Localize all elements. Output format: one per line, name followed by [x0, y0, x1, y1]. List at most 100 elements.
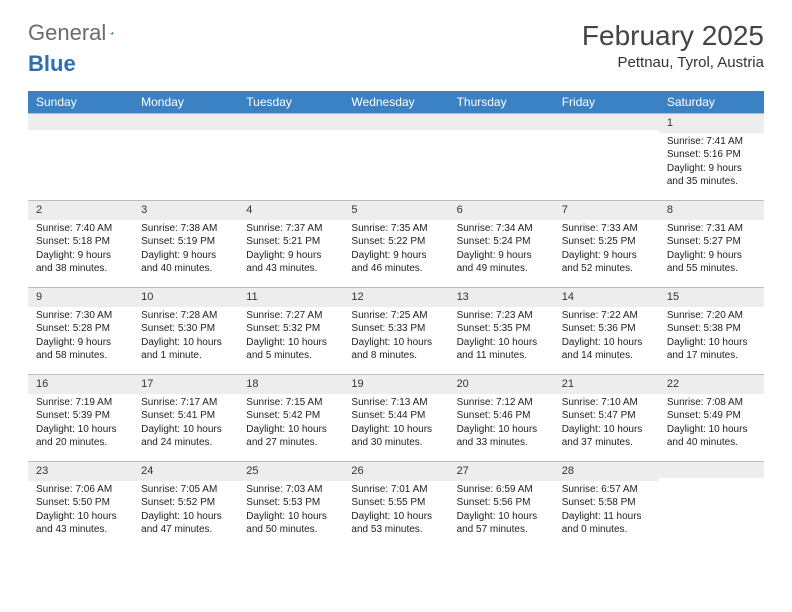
day-number: 18 [238, 375, 343, 394]
sunset-text: Sunset: 5:49 PM [667, 409, 756, 423]
sunset-text: Sunset: 5:32 PM [246, 322, 335, 336]
sunrise-text: Sunrise: 7:25 AM [351, 309, 440, 323]
location-text: Pettnau, Tyrol, Austria [582, 54, 764, 71]
day-header-mon: Monday [133, 91, 238, 113]
day-cell [449, 114, 554, 200]
sunrise-text: Sunrise: 7:27 AM [246, 309, 335, 323]
sunrise-text: Sunrise: 7:35 AM [351, 222, 440, 236]
sunset-text: Sunset: 5:21 PM [246, 235, 335, 249]
brand-logo: General [28, 20, 132, 46]
day-details: Sunrise: 7:20 AMSunset: 5:38 PMDaylight:… [659, 307, 764, 369]
sunset-text: Sunset: 5:39 PM [36, 409, 125, 423]
day-details: Sunrise: 7:30 AMSunset: 5:28 PMDaylight:… [28, 307, 133, 369]
day-number: 5 [343, 201, 448, 220]
day-number: 12 [343, 288, 448, 307]
daylight-text: Daylight: 9 hours and 55 minutes. [667, 249, 756, 276]
calendar-body: 1Sunrise: 7:41 AMSunset: 5:16 PMDaylight… [28, 113, 764, 548]
daylight-text: Daylight: 9 hours and 52 minutes. [562, 249, 651, 276]
day-number [28, 114, 133, 130]
daylight-text: Daylight: 10 hours and 30 minutes. [351, 423, 440, 450]
daylight-text: Daylight: 10 hours and 14 minutes. [562, 336, 651, 363]
day-number: 8 [659, 201, 764, 220]
day-number: 7 [554, 201, 659, 220]
sunrise-text: Sunrise: 7:22 AM [562, 309, 651, 323]
day-details: Sunrise: 7:34 AMSunset: 5:24 PMDaylight:… [449, 220, 554, 282]
sunrise-text: Sunrise: 7:20 AM [667, 309, 756, 323]
daylight-text: Daylight: 10 hours and 47 minutes. [141, 510, 230, 537]
day-details: Sunrise: 7:01 AMSunset: 5:55 PMDaylight:… [343, 481, 448, 543]
daylight-text: Daylight: 11 hours and 0 minutes. [562, 510, 651, 537]
sunrise-text: Sunrise: 7:34 AM [457, 222, 546, 236]
day-cell: 11Sunrise: 7:27 AMSunset: 5:32 PMDayligh… [238, 288, 343, 374]
day-details: Sunrise: 7:23 AMSunset: 5:35 PMDaylight:… [449, 307, 554, 369]
day-details: Sunrise: 7:22 AMSunset: 5:36 PMDaylight:… [554, 307, 659, 369]
sunrise-text: Sunrise: 7:30 AM [36, 309, 125, 323]
day-number: 6 [449, 201, 554, 220]
brand-triangle-icon [110, 25, 113, 41]
calendar-week: 1Sunrise: 7:41 AMSunset: 5:16 PMDaylight… [28, 113, 764, 200]
day-cell [28, 114, 133, 200]
daylight-text: Daylight: 10 hours and 1 minute. [141, 336, 230, 363]
calendar-week: 9Sunrise: 7:30 AMSunset: 5:28 PMDaylight… [28, 287, 764, 374]
day-cell: 14Sunrise: 7:22 AMSunset: 5:36 PMDayligh… [554, 288, 659, 374]
brand-part1: General [28, 20, 106, 46]
day-details: Sunrise: 7:41 AMSunset: 5:16 PMDaylight:… [659, 133, 764, 195]
sunrise-text: Sunrise: 7:19 AM [36, 396, 125, 410]
sunrise-text: Sunrise: 6:59 AM [457, 483, 546, 497]
day-number: 14 [554, 288, 659, 307]
day-number: 4 [238, 201, 343, 220]
calendar-week: 16Sunrise: 7:19 AMSunset: 5:39 PMDayligh… [28, 374, 764, 461]
sunrise-text: Sunrise: 7:12 AM [457, 396, 546, 410]
day-header-sun: Sunday [28, 91, 133, 113]
day-number: 28 [554, 462, 659, 481]
sunset-text: Sunset: 5:28 PM [36, 322, 125, 336]
sunrise-text: Sunrise: 7:01 AM [351, 483, 440, 497]
day-cell [343, 114, 448, 200]
day-number [133, 114, 238, 130]
day-details: Sunrise: 6:59 AMSunset: 5:56 PMDaylight:… [449, 481, 554, 543]
day-cell: 22Sunrise: 7:08 AMSunset: 5:49 PMDayligh… [659, 375, 764, 461]
daylight-text: Daylight: 10 hours and 17 minutes. [667, 336, 756, 363]
day-number: 13 [449, 288, 554, 307]
day-number [449, 114, 554, 130]
day-cell: 12Sunrise: 7:25 AMSunset: 5:33 PMDayligh… [343, 288, 448, 374]
sunrise-text: Sunrise: 7:40 AM [36, 222, 125, 236]
daylight-text: Daylight: 10 hours and 40 minutes. [667, 423, 756, 450]
sunset-text: Sunset: 5:53 PM [246, 496, 335, 510]
day-details: Sunrise: 7:28 AMSunset: 5:30 PMDaylight:… [133, 307, 238, 369]
sunset-text: Sunset: 5:33 PM [351, 322, 440, 336]
day-details: Sunrise: 7:15 AMSunset: 5:42 PMDaylight:… [238, 394, 343, 456]
day-cell: 5Sunrise: 7:35 AMSunset: 5:22 PMDaylight… [343, 201, 448, 287]
day-cell: 20Sunrise: 7:12 AMSunset: 5:46 PMDayligh… [449, 375, 554, 461]
day-number: 25 [238, 462, 343, 481]
sunrise-text: Sunrise: 7:05 AM [141, 483, 230, 497]
day-cell [238, 114, 343, 200]
sunset-text: Sunset: 5:41 PM [141, 409, 230, 423]
day-cell: 28Sunrise: 6:57 AMSunset: 5:58 PMDayligh… [554, 462, 659, 548]
day-details: Sunrise: 7:38 AMSunset: 5:19 PMDaylight:… [133, 220, 238, 282]
sunrise-text: Sunrise: 7:15 AM [246, 396, 335, 410]
daylight-text: Daylight: 9 hours and 38 minutes. [36, 249, 125, 276]
sunset-text: Sunset: 5:18 PM [36, 235, 125, 249]
daylight-text: Daylight: 9 hours and 43 minutes. [246, 249, 335, 276]
daylight-text: Daylight: 9 hours and 40 minutes. [141, 249, 230, 276]
day-header-fri: Friday [554, 91, 659, 113]
sunrise-text: Sunrise: 7:33 AM [562, 222, 651, 236]
day-details: Sunrise: 6:57 AMSunset: 5:58 PMDaylight:… [554, 481, 659, 543]
day-cell: 16 Sunrise: 7:19 AMSunset: 5:39 PMDayligh… [28, 375, 133, 461]
day-number: 2 [28, 201, 133, 220]
day-cell: 13Sunrise: 7:23 AMSunset: 5:35 PMDayligh… [449, 288, 554, 374]
day-number: 21 [554, 375, 659, 394]
day-cell [659, 462, 764, 548]
daylight-text: Daylight: 10 hours and 43 minutes. [36, 510, 125, 537]
sunset-text: Sunset: 5:58 PM [562, 496, 651, 510]
calendar-week: 2Sunrise: 7:40 AMSunset: 5:18 PMDaylight… [28, 200, 764, 287]
day-number: 16 [28, 375, 133, 394]
calendar-week: 23Sunrise: 7:06 AMSunset: 5:50 PMDayligh… [28, 461, 764, 548]
sunrise-text: Sunrise: 7:38 AM [141, 222, 230, 236]
daylight-text: Daylight: 9 hours and 35 minutes. [667, 162, 756, 189]
daylight-text: Daylight: 10 hours and 20 minutes. [36, 423, 125, 450]
daylight-text: Daylight: 9 hours and 58 minutes. [36, 336, 125, 363]
day-details: Sunrise: 7:33 AMSunset: 5:25 PMDaylight:… [554, 220, 659, 282]
day-cell: 15Sunrise: 7:20 AMSunset: 5:38 PMDayligh… [659, 288, 764, 374]
